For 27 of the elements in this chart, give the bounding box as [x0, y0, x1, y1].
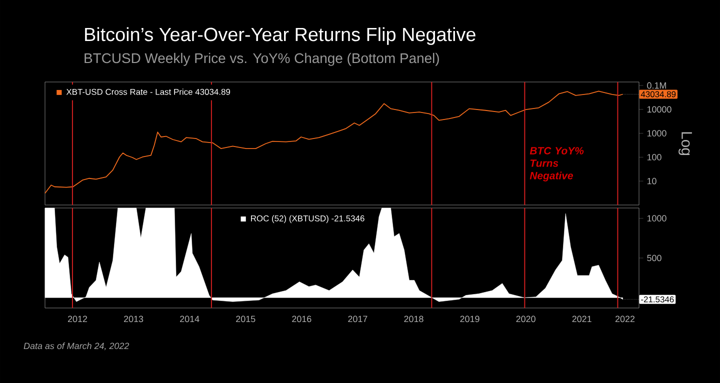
y-tick-label: 10 — [647, 178, 656, 184]
x-tick-label: 2021 — [572, 316, 592, 322]
y-tick-label: 500 — [647, 254, 662, 262]
y-tick-label: 100 — [647, 154, 662, 160]
x-tick-label: 2015 — [236, 316, 256, 322]
annotation: -21.5346 — [641, 296, 674, 302]
x-tick-label: 2017 — [348, 316, 368, 322]
annotation: BTC YoY% Turns Negative — [530, 147, 584, 182]
x-tick-label: 2016 — [292, 316, 312, 322]
x-tick-label: 2019 — [460, 316, 480, 322]
legend-label: XBT-USD Cross Rate - Last Price 43034.89 — [66, 88, 230, 95]
legend-label: ROC (52) (XBTUSD) -21.5346 — [251, 215, 364, 224]
y-tick-label: 1000 — [647, 215, 666, 222]
x-tick-label: 2020 — [516, 316, 536, 322]
x-tick-label: 2022 — [615, 316, 635, 322]
x-tick-label: 2012 — [68, 316, 88, 322]
y-tick-label: 10000 — [647, 106, 672, 113]
y-tick-label: 0.1M — [647, 82, 666, 89]
text: Data as of March 24, 2022 — [24, 342, 130, 350]
y-axis-title: Log — [678, 132, 692, 155]
chart-subtitle: BTCUSD Weekly Price vs. YoY% Change (Bottom Panel) — [84, 52, 439, 66]
x-tick-label: 2018 — [404, 316, 424, 322]
annotation: 43034.89 — [640, 91, 676, 98]
chart-title: Bitcoin’s Year-Over-Year Returns Flip Negative — [85, 27, 476, 45]
y-tick-label: 1000 — [647, 130, 666, 136]
x-tick-label: 2013 — [124, 316, 144, 322]
x-tick-label: 2014 — [180, 316, 200, 322]
